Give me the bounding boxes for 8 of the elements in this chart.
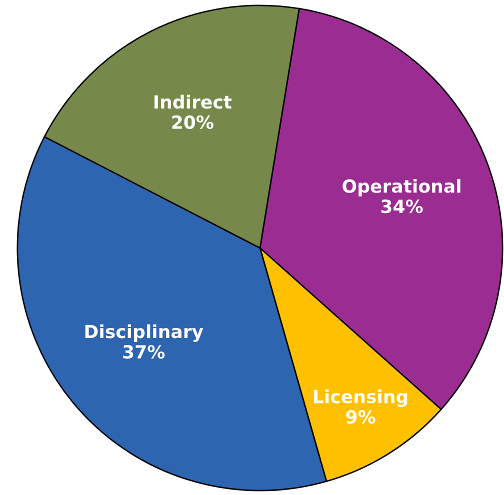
data-label: 34% [381, 199, 423, 214]
slice-label: Operational [342, 178, 460, 196]
data-label: 9% [346, 410, 376, 424]
data-label: 20% [172, 115, 214, 129]
slice-label: Licensing [314, 389, 408, 407]
slice-label: Indirect [154, 94, 232, 109]
slice-label: Disciplinary [85, 324, 204, 342]
data-label: 37% [123, 345, 165, 359]
